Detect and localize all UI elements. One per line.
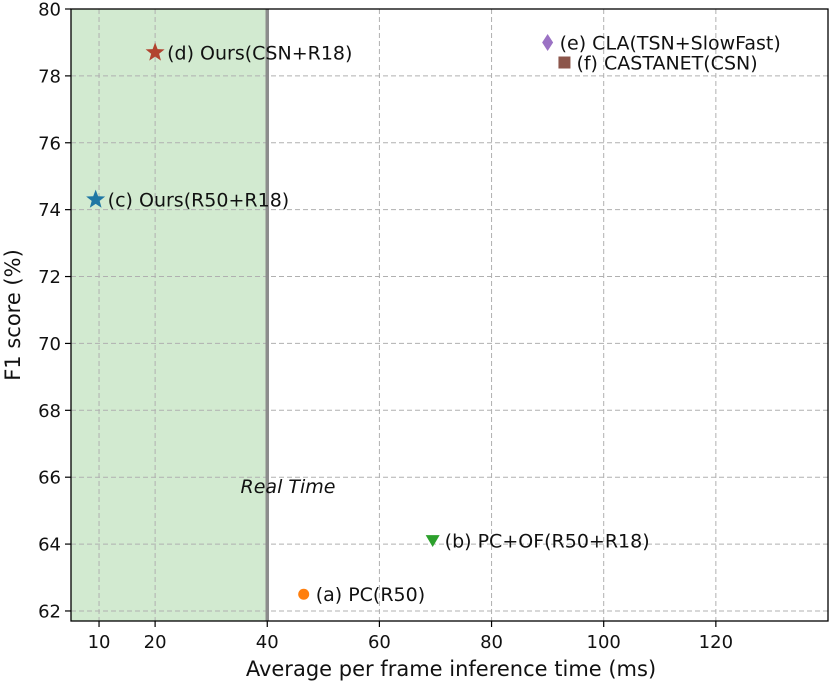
- y-tick-label: 68: [38, 401, 61, 422]
- x-tick-label: 120: [699, 632, 733, 653]
- point-label: (b) PC+OF(R50+R18): [445, 531, 650, 553]
- data-point: (c) Ours(R50+R18): [86, 189, 290, 212]
- point-label: (a) PC(R50): [316, 584, 425, 606]
- point-marker-diamond: [542, 33, 554, 51]
- point-marker-square: [558, 56, 571, 69]
- x-tick-label: 40: [256, 632, 279, 653]
- y-tick-label: 76: [38, 133, 61, 154]
- x-axis-label: Average per frame inference time (ms): [246, 657, 656, 681]
- x-tick-label: 10: [88, 632, 111, 653]
- data-point: (e) CLA(TSN+SlowFast): [542, 32, 781, 54]
- y-tick-label: 66: [38, 468, 61, 489]
- point-marker-circle: [298, 588, 310, 600]
- y-tick-label: 78: [38, 66, 61, 87]
- y-tick-label: 72: [38, 267, 61, 288]
- point-label: (e) CLA(TSN+SlowFast): [560, 32, 781, 54]
- x-tick-label: 20: [144, 632, 167, 653]
- data-point: (b) PC+OF(R50+R18): [425, 531, 650, 553]
- point-label: (d) Ours(CSN+R18): [167, 42, 352, 64]
- data-point: (a) PC(R50): [298, 584, 425, 606]
- real-time-region: [71, 9, 268, 621]
- y-tick-label: 80: [38, 0, 61, 21]
- point-label: (c) Ours(R50+R18): [108, 190, 290, 212]
- data-point: (d) Ours(CSN+R18): [145, 42, 352, 64]
- point-marker-star: [145, 42, 165, 61]
- real-time-label: Real Time: [241, 476, 336, 498]
- data-point: (f) CASTANET(CSN): [558, 53, 758, 75]
- point-label: (f) CASTANET(CSN): [576, 53, 757, 75]
- x-tick-label: 100: [587, 632, 621, 653]
- y-axis-label: F1 score (%): [1, 249, 25, 381]
- point-marker-triangle: [425, 535, 440, 548]
- plot-frame: [70, 8, 829, 622]
- y-tick-label: 70: [38, 334, 61, 355]
- y-tick-label: 74: [38, 200, 61, 221]
- point-marker-star: [86, 189, 106, 208]
- x-tick-label: 60: [368, 632, 391, 653]
- y-tick-label: 62: [38, 601, 61, 622]
- y-tick-label: 64: [38, 535, 61, 556]
- x-tick-label: 80: [480, 632, 503, 653]
